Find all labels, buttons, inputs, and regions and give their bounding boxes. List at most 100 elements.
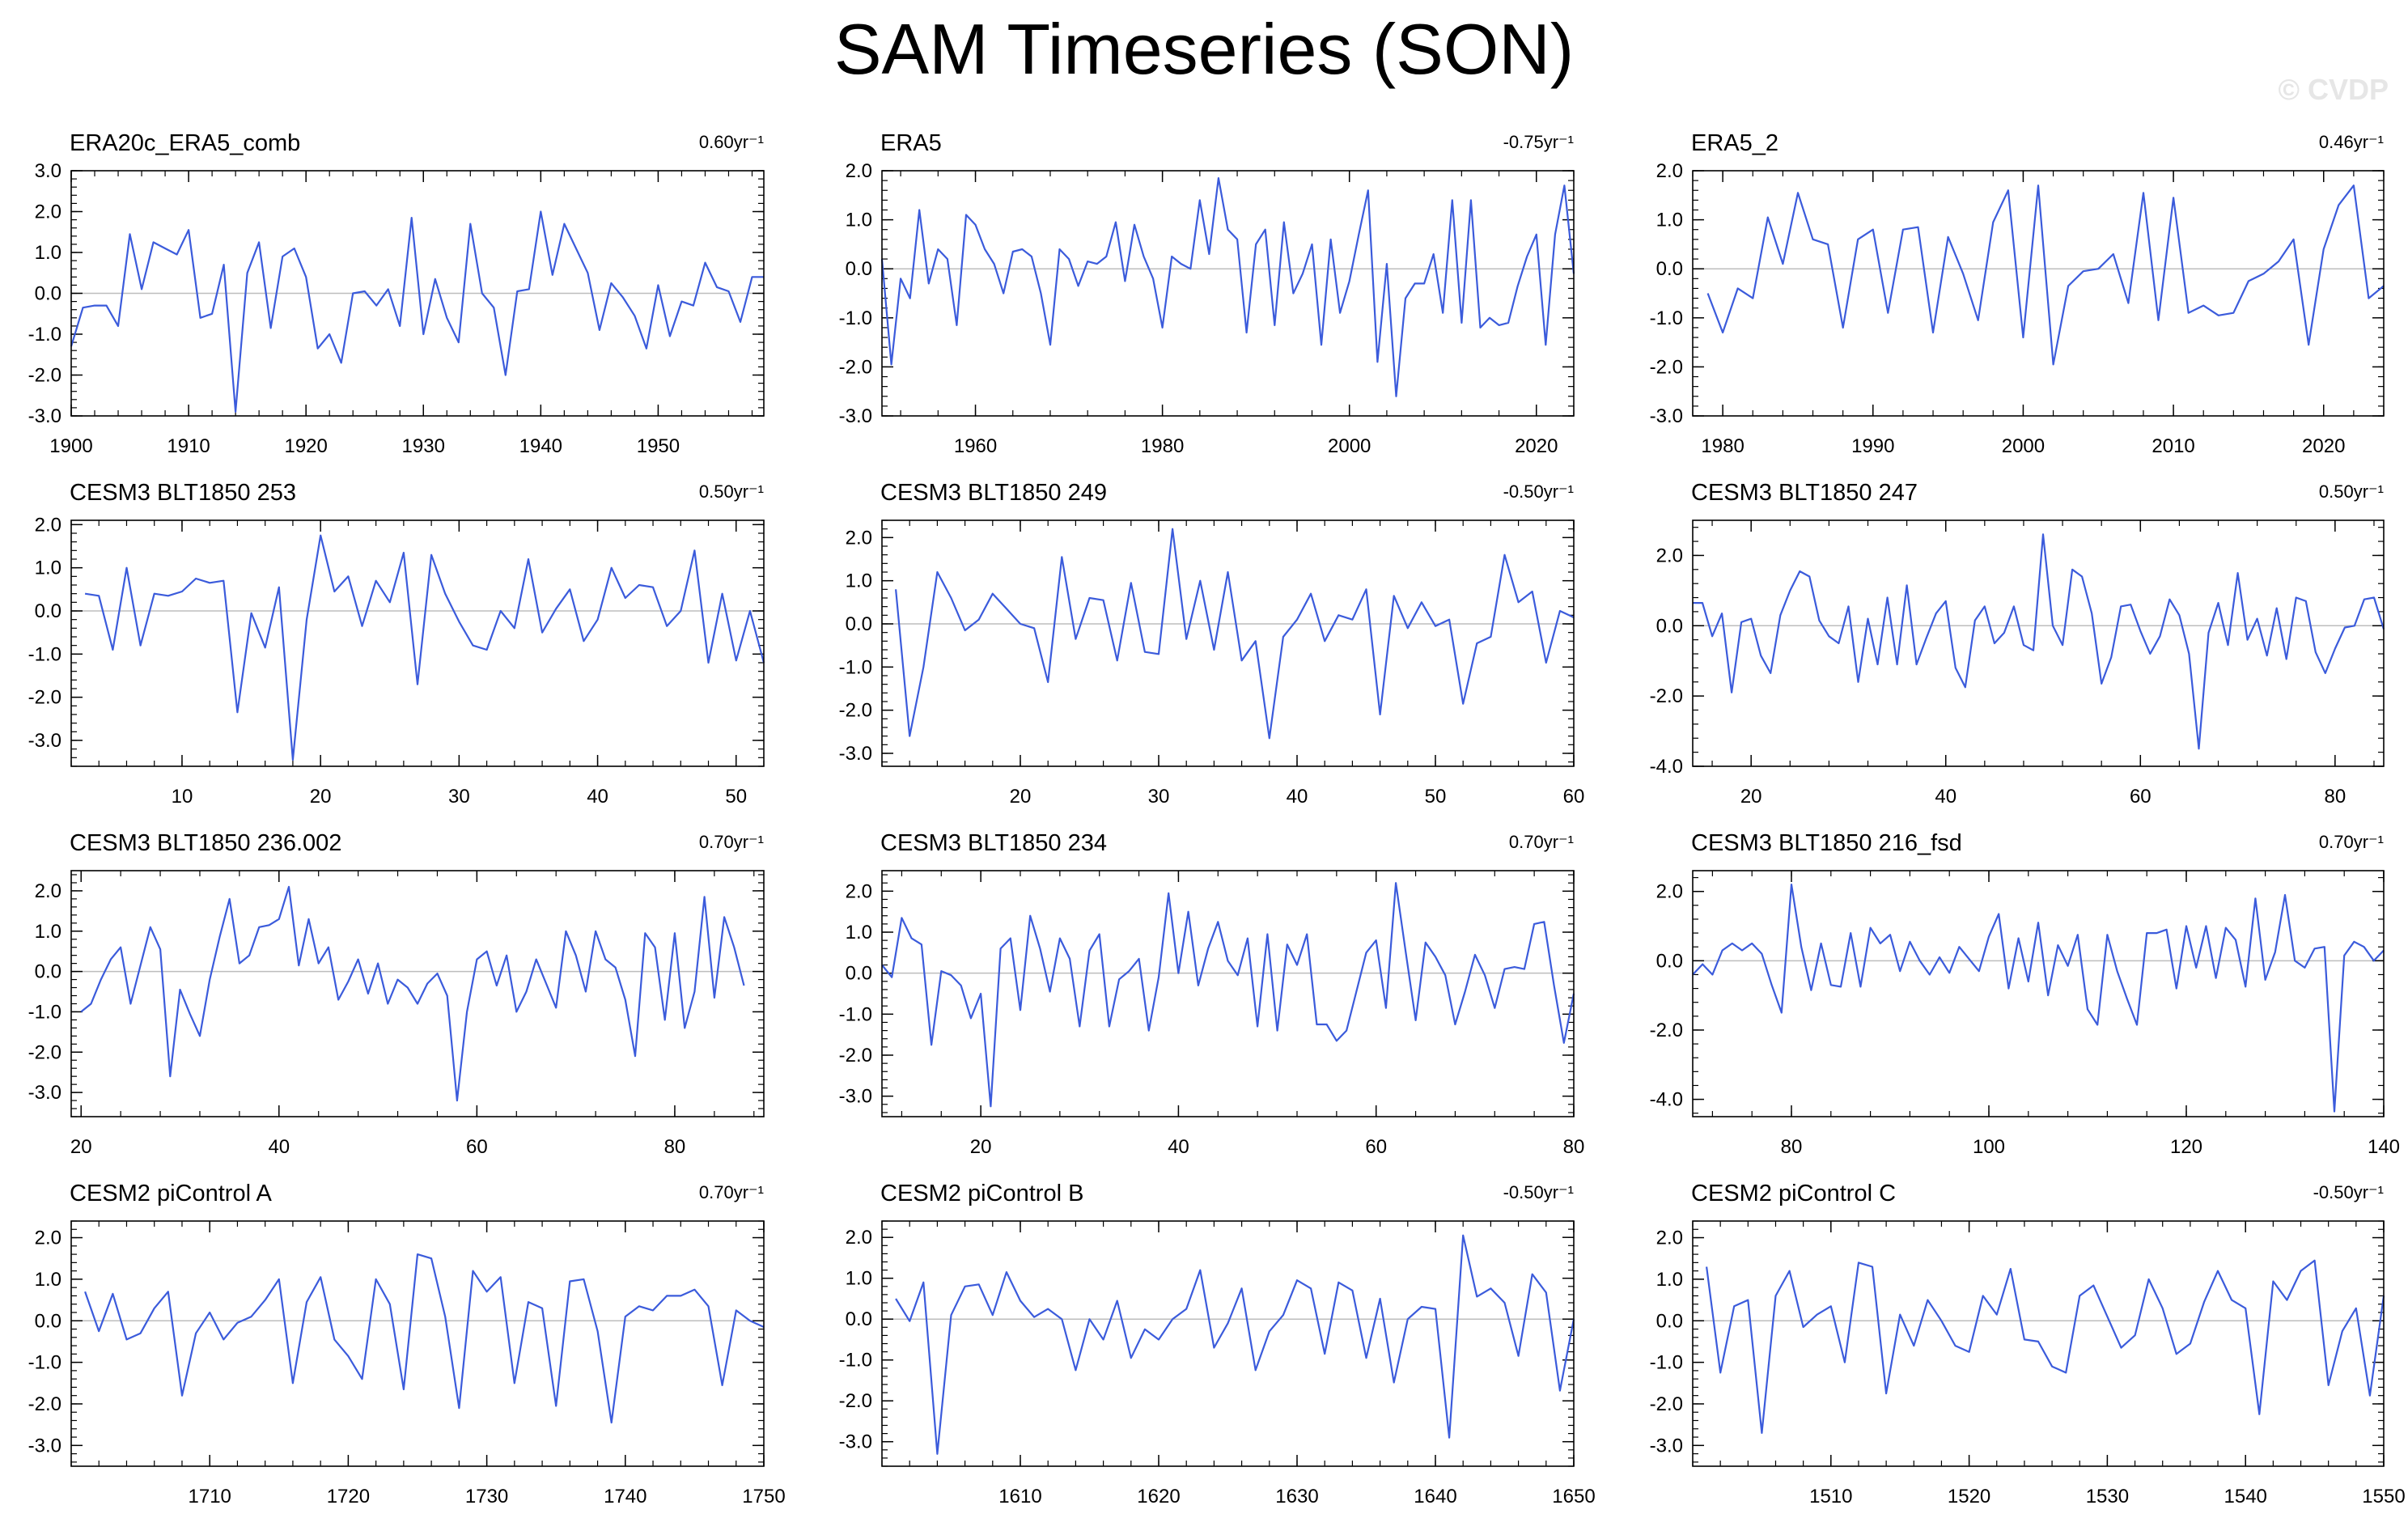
y-tick-label: -3.0 — [1650, 405, 1683, 427]
plot-frame — [70, 170, 765, 417]
y-tick-label: 2.0 — [35, 880, 61, 902]
panel-title: ERA5 — [880, 130, 942, 156]
y-tick-label: -3.0 — [839, 743, 872, 765]
y-tick-label: -2.0 — [28, 687, 61, 709]
panel-title: CESM2 piControl C — [1691, 1181, 1896, 1206]
series-line — [84, 1253, 765, 1424]
panel-trend: 0.70yr⁻¹ — [699, 1182, 764, 1202]
series-line — [1693, 533, 2385, 750]
panel-title: CESM3 BLT1850 236.002 — [70, 830, 341, 856]
y-tick-label: -1.0 — [839, 1350, 872, 1372]
x-tick-label: 1640 — [1414, 1486, 1456, 1507]
plot-frame — [1692, 170, 2385, 417]
panel-trend: -0.50yr⁻¹ — [1503, 1182, 1574, 1202]
y-tick-label: 0.0 — [846, 613, 872, 635]
x-tick-label: 30 — [448, 786, 470, 808]
panel-2: ERA5 -0.75yr⁻¹ 2.0 1.0 0.0 -1.0 -2.0 -3.0 1960 19… — [839, 130, 1575, 457]
panel-title: CESM3 BLT1850 249 — [880, 480, 1107, 506]
series-line — [80, 885, 745, 1102]
x-tick-label: 2020 — [2302, 435, 2345, 457]
y-tick-label: 2.0 — [35, 1228, 61, 1249]
plot-frame — [70, 519, 765, 767]
x-tick-label: 60 — [1563, 786, 1585, 808]
y-tick-label: 2.0 — [35, 201, 61, 223]
x-tick-label: 30 — [1148, 786, 1170, 808]
y-tick-label: 2.0 — [846, 1227, 872, 1249]
y-tick-label: 0.0 — [1656, 1310, 1683, 1332]
x-tick-label: 50 — [725, 786, 747, 808]
x-tick-label: 40 — [1935, 786, 1956, 808]
panel-trend: 0.46yr⁻¹ — [2319, 132, 2384, 152]
x-tick-label: 120 — [2170, 1136, 2202, 1158]
y-tick-label: -1.0 — [839, 656, 872, 678]
x-tick-label: 1910 — [167, 435, 210, 457]
y-tick-label: -1.0 — [1650, 307, 1683, 329]
x-tick-label: 1530 — [2086, 1486, 2129, 1507]
x-tick-label: 40 — [587, 786, 608, 808]
panel-7: CESM3 BLT1850 236.002 0.70yr⁻¹ 2.0 1.0 0.0 -1… — [28, 830, 765, 1158]
y-tick-label: 1.0 — [35, 242, 61, 264]
x-tick-label: 1710 — [189, 1486, 231, 1507]
y-tick-label: 1.0 — [846, 922, 872, 943]
x-tick-label: 20 — [1740, 786, 1762, 808]
panel-trend: -0.50yr⁻¹ — [2313, 1182, 2384, 1202]
panel-title: CESM3 BLT1850 253 — [70, 480, 296, 506]
series-line — [1706, 1259, 2385, 1435]
y-tick-label: -2.0 — [1650, 1020, 1683, 1041]
panel-title: CESM3 BLT1850 247 — [1691, 480, 1918, 506]
x-tick-label: 1980 — [1701, 435, 1744, 457]
panel-trend: 0.50yr⁻¹ — [699, 481, 764, 502]
y-tick-label: 1.0 — [846, 570, 872, 592]
plot-frame — [1692, 519, 2385, 767]
x-tick-label: 2010 — [2152, 435, 2194, 457]
x-tick-label: 1730 — [465, 1486, 508, 1507]
x-tick-label: 100 — [1973, 1136, 2005, 1158]
y-tick-label: 2.0 — [1656, 545, 1683, 566]
plot-frame — [881, 170, 1575, 417]
y-tick-label: -2.0 — [28, 1041, 61, 1063]
y-tick-label: 3.0 — [35, 160, 61, 182]
y-tick-label: 1.0 — [35, 1269, 61, 1291]
y-tick-label: 0.0 — [846, 1308, 872, 1330]
y-tick-label: -2.0 — [1650, 685, 1683, 707]
x-tick-label: 20 — [310, 786, 332, 808]
x-tick-label: 20 — [1010, 786, 1032, 808]
x-tick-label: 1550 — [2362, 1486, 2405, 1507]
y-tick-label: 1.0 — [35, 921, 61, 943]
y-tick-label: -3.0 — [28, 1435, 61, 1457]
panel-11: CESM2 piControl B -0.50yr⁻¹ 2.0 1.0 0.0 -1.0 -… — [839, 1181, 1596, 1507]
x-tick-label: 1650 — [1552, 1486, 1595, 1507]
y-tick-label: -3.0 — [839, 1431, 872, 1453]
y-tick-label: 0.0 — [35, 283, 61, 305]
series-line — [70, 210, 764, 413]
y-tick-label: 2.0 — [846, 527, 872, 549]
x-tick-label: 10 — [172, 786, 193, 808]
panel-5: CESM3 BLT1850 249 -0.50yr⁻¹ 2.0 1.0 0.0 -1.0 -… — [839, 480, 1585, 808]
panel-8: CESM3 BLT1850 234 0.70yr⁻¹ 2.0 1.0 0.0 -1.0 -2… — [839, 830, 1585, 1158]
x-tick-label: 1950 — [637, 435, 680, 457]
panel-trend: 0.70yr⁻¹ — [699, 832, 764, 852]
y-tick-label: -3.0 — [839, 1086, 872, 1108]
x-tick-label: 60 — [2130, 786, 2152, 808]
y-tick-label: 1.0 — [35, 558, 61, 579]
y-tick-label: -3.0 — [839, 405, 872, 427]
x-tick-label: 2000 — [1328, 435, 1371, 457]
series-line — [895, 1234, 1575, 1455]
y-tick-label: 1.0 — [1656, 1269, 1683, 1291]
plot-frame — [70, 870, 765, 1117]
chart-title: SAM Timeseries (SON) — [833, 9, 1575, 89]
x-tick-label: 2000 — [2002, 435, 2045, 457]
y-tick-label: -3.0 — [28, 1082, 61, 1104]
x-tick-label: 1750 — [742, 1486, 785, 1507]
x-tick-label: 80 — [664, 1136, 686, 1158]
y-tick-label: 2.0 — [846, 880, 872, 902]
panel-10: CESM2 piControl A 0.70yr⁻¹ 2.0 1.0 0.0 -1.0 -2… — [28, 1181, 786, 1507]
y-tick-label: -1.0 — [28, 1001, 61, 1023]
panel-1: ERA20c_ERA5_comb 0.60yr⁻¹ 3.0 2.0 1.0 0.0 -1.0… — [28, 130, 765, 457]
x-tick-label: 1900 — [49, 435, 92, 457]
x-tick-label: 1630 — [1275, 1486, 1318, 1507]
series-line — [1692, 883, 2385, 1113]
x-tick-label: 1620 — [1137, 1486, 1180, 1507]
y-tick-label: 2.0 — [1656, 881, 1683, 903]
